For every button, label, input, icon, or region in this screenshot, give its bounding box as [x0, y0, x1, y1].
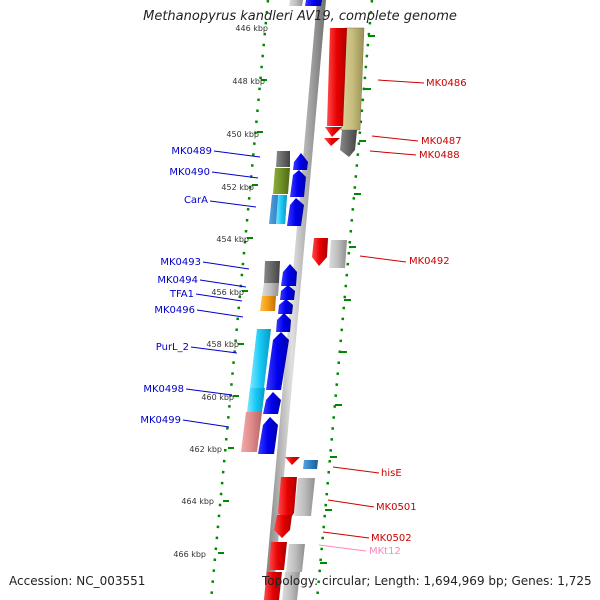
- gene-label-mk0493[interactable]: MK0493: [160, 257, 201, 268]
- scale-label: 452 kbp: [221, 183, 254, 192]
- scale-label: 460 kbp: [201, 393, 234, 402]
- gene-arrow-blue[interactable]: [263, 392, 281, 414]
- gene-mk0487-arrow[interactable]: [340, 130, 357, 157]
- scale-guide-right: [315, 0, 374, 600]
- gene-tfa1-arrow[interactable]: [260, 296, 276, 311]
- map-title: Methanopyrus kandleri AV19, complete gen…: [143, 9, 457, 24]
- scale-label: 448 kbp: [232, 77, 265, 86]
- forward-strand-genes: [241, 151, 308, 454]
- gene-label-mk0492[interactable]: MK0492: [409, 256, 450, 267]
- gene-arrow-blue[interactable]: [305, 0, 322, 6]
- forward-leader-lines: [182, 150, 261, 428]
- gene-arrow-blue[interactable]: [287, 198, 304, 226]
- reverse-strand-genes: [264, 0, 365, 600]
- gene-arrow-blue[interactable]: [278, 299, 293, 314]
- scale-label: 466 kbp: [173, 550, 206, 559]
- gene-arrow-red[interactable]: [325, 127, 342, 137]
- accession-text: Accession: NC_003551: [9, 574, 146, 588]
- gene-arrow-red[interactable]: [264, 572, 282, 600]
- scale-label: 456 kbp: [211, 288, 244, 297]
- gene-arrow-blue[interactable]: [290, 170, 306, 197]
- gene-label-mk0487[interactable]: MK0487: [421, 136, 462, 147]
- gene-label-purl-2[interactable]: PurL_2: [156, 342, 189, 353]
- gene-arrow-grey[interactable]: [289, 0, 303, 6]
- gene-label-mk0501[interactable]: MK0501: [376, 502, 417, 513]
- gene-mk0490-arrow[interactable]: [273, 168, 290, 194]
- scale-label: 454 kbp: [216, 235, 249, 244]
- gene-purl-2-arrow[interactable]: [250, 329, 271, 388]
- gene-label-tfa1[interactable]: TFA1: [169, 289, 194, 300]
- scale-label: 446 kbp: [235, 24, 268, 33]
- gene-arrow-red[interactable]: [269, 542, 287, 570]
- gene-arrow-blue[interactable]: [281, 264, 297, 286]
- gene-arrow-grey[interactable]: [286, 544, 305, 572]
- gene-label-cara[interactable]: CarA: [184, 195, 208, 206]
- gene-label-mk0494[interactable]: MK0494: [157, 275, 198, 286]
- gene-label-mk0502[interactable]: MK0502: [371, 533, 412, 544]
- gene-arrow-grey[interactable]: [294, 478, 315, 516]
- reverse-leader-lines: [318, 79, 425, 552]
- gene-label-mk0498[interactable]: MK0498: [143, 384, 184, 395]
- gene-label-mk0499[interactable]: MK0499: [140, 415, 181, 426]
- gene-label-mk0490[interactable]: MK0490: [169, 167, 210, 178]
- scale-label: 450 kbp: [226, 130, 259, 139]
- gene-mk0496-arrow[interactable]: [276, 313, 291, 332]
- gene-mk0492-arrow[interactable]: [312, 238, 328, 266]
- scale-label: 462 kbp: [189, 445, 222, 454]
- scale-guide-left: [209, 0, 270, 600]
- gene-arrow-red[interactable]: [324, 138, 340, 146]
- gene-label-hise[interactable]: hisE: [381, 468, 402, 479]
- gene-label-mk0486[interactable]: MK0486: [426, 78, 467, 89]
- gene-arrow-blue[interactable]: [293, 153, 308, 170]
- gene-arrow-blue[interactable]: [266, 332, 289, 390]
- gene-arrow-cyan[interactable]: [276, 195, 287, 224]
- gene-mk0494-arrow[interactable]: [262, 283, 279, 296]
- gene-label-mk0496[interactable]: MK0496: [154, 305, 195, 316]
- scale-ticks-left: [218, 79, 267, 554]
- gene-label-mk0488[interactable]: MK0488: [419, 150, 460, 161]
- topology-text: Topology: circular; Length: 1,694,969 bp…: [262, 574, 592, 588]
- gene-hise-arrow[interactable]: [285, 457, 300, 465]
- gene-mk0502-arrow[interactable]: [274, 515, 292, 538]
- gene-mk0489-arrow[interactable]: [276, 151, 290, 167]
- scale-label: 464 kbp: [181, 497, 214, 506]
- gene-arrow-steel[interactable]: [303, 460, 318, 469]
- scale-ticks-right: [320, 35, 375, 564]
- scale-label: 458 kbp: [206, 340, 239, 349]
- gene-arrow-red[interactable]: [327, 28, 347, 126]
- genome-backbone: [264, 0, 326, 600]
- gene-arrow-blue[interactable]: [280, 285, 295, 300]
- gene-mk0498-arrow[interactable]: [247, 388, 265, 412]
- gene-arrow-grey[interactable]: [282, 572, 300, 600]
- gene-mk0493-arrow[interactable]: [264, 261, 280, 283]
- gene-label-mk0489[interactable]: MK0489: [171, 146, 212, 157]
- gene-mk0499-arrow[interactable]: [241, 412, 262, 452]
- gene-arrow-grey[interactable]: [329, 240, 347, 268]
- gene-mk0501-arrow[interactable]: [278, 477, 297, 522]
- gene-label-mkt12[interactable]: MKt12: [369, 546, 401, 557]
- gene-arrow-blue[interactable]: [258, 417, 278, 454]
